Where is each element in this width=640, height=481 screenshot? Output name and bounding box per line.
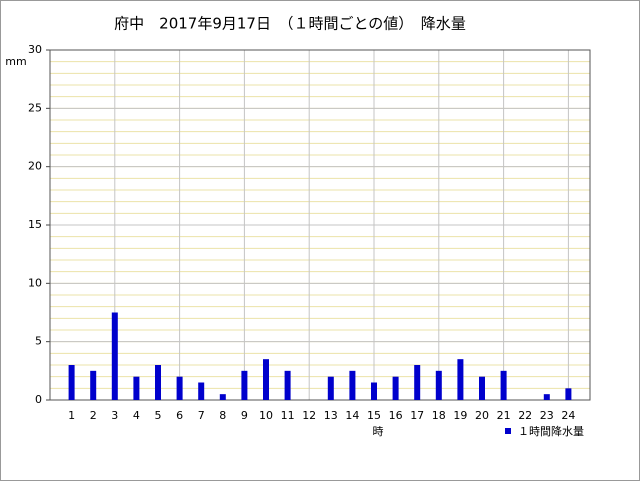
x-tick-label: 7 <box>198 409 205 422</box>
x-tick-label: 6 <box>176 409 183 422</box>
y-tick-label: 30 <box>28 43 42 56</box>
x-tick-label: 24 <box>561 409 575 422</box>
x-tick-label: 13 <box>324 409 338 422</box>
plot-border <box>49 49 591 401</box>
x-tick-label: 22 <box>518 409 532 422</box>
chart-title: 府中 2017年9月17日 （１時間ごとの値） 降水量 <box>114 15 466 33</box>
grid <box>46 49 591 401</box>
marks <box>68 312 572 400</box>
bar <box>155 365 161 400</box>
y-tick-label: 25 <box>28 101 42 114</box>
legend-swatch <box>505 428 511 434</box>
bar <box>284 370 291 400</box>
bar <box>198 382 205 400</box>
x-tick-label: 20 <box>475 409 489 422</box>
x-tick-label: 4 <box>133 409 140 422</box>
bar <box>457 359 464 400</box>
bar <box>241 370 248 400</box>
bar <box>68 365 75 400</box>
y-tick-label: 10 <box>28 276 42 289</box>
bar <box>414 365 421 400</box>
x-tick-label: 14 <box>345 409 359 422</box>
y-tick-label: 15 <box>28 218 42 231</box>
bar <box>349 370 356 400</box>
x-tick-label: 17 <box>410 409 424 422</box>
bar <box>371 382 377 400</box>
bar <box>500 370 507 400</box>
x-tick-label: 21 <box>497 409 511 422</box>
x-tick-label: 23 <box>540 409 554 422</box>
y-tick-label: 5 <box>35 335 42 348</box>
x-tick-label: 3 <box>111 409 118 422</box>
y-tick-label: 0 <box>35 393 42 406</box>
bar <box>327 376 334 400</box>
bar <box>435 370 442 400</box>
x-tick-label: 10 <box>259 409 273 422</box>
x-tick-label: 2 <box>90 409 97 422</box>
legend-label: １時間降水量 <box>518 424 584 438</box>
x-tick-label: 12 <box>302 409 316 422</box>
x-tick-label: 9 <box>241 409 248 422</box>
y-tick-label: 20 <box>28 160 42 173</box>
x-label: 時 <box>373 425 384 438</box>
bar <box>176 376 183 400</box>
bar <box>543 394 550 400</box>
bar <box>133 376 140 400</box>
bar <box>111 312 118 400</box>
bar <box>565 388 572 400</box>
bar <box>392 376 399 400</box>
x-tick-label: 1 <box>68 409 75 422</box>
y-unit: mm <box>5 55 26 68</box>
x-tick-label: 5 <box>155 409 162 422</box>
x-tick-label: 18 <box>432 409 446 422</box>
x-tick-label: 15 <box>367 409 381 422</box>
x-tick-label: 8 <box>219 409 226 422</box>
bar <box>263 359 269 400</box>
bar <box>90 370 97 400</box>
x-tick-label: 19 <box>453 409 467 422</box>
x-tick-label: 11 <box>281 409 295 422</box>
bar <box>219 394 226 400</box>
x-tick-label: 16 <box>389 409 403 422</box>
bar <box>479 376 485 400</box>
